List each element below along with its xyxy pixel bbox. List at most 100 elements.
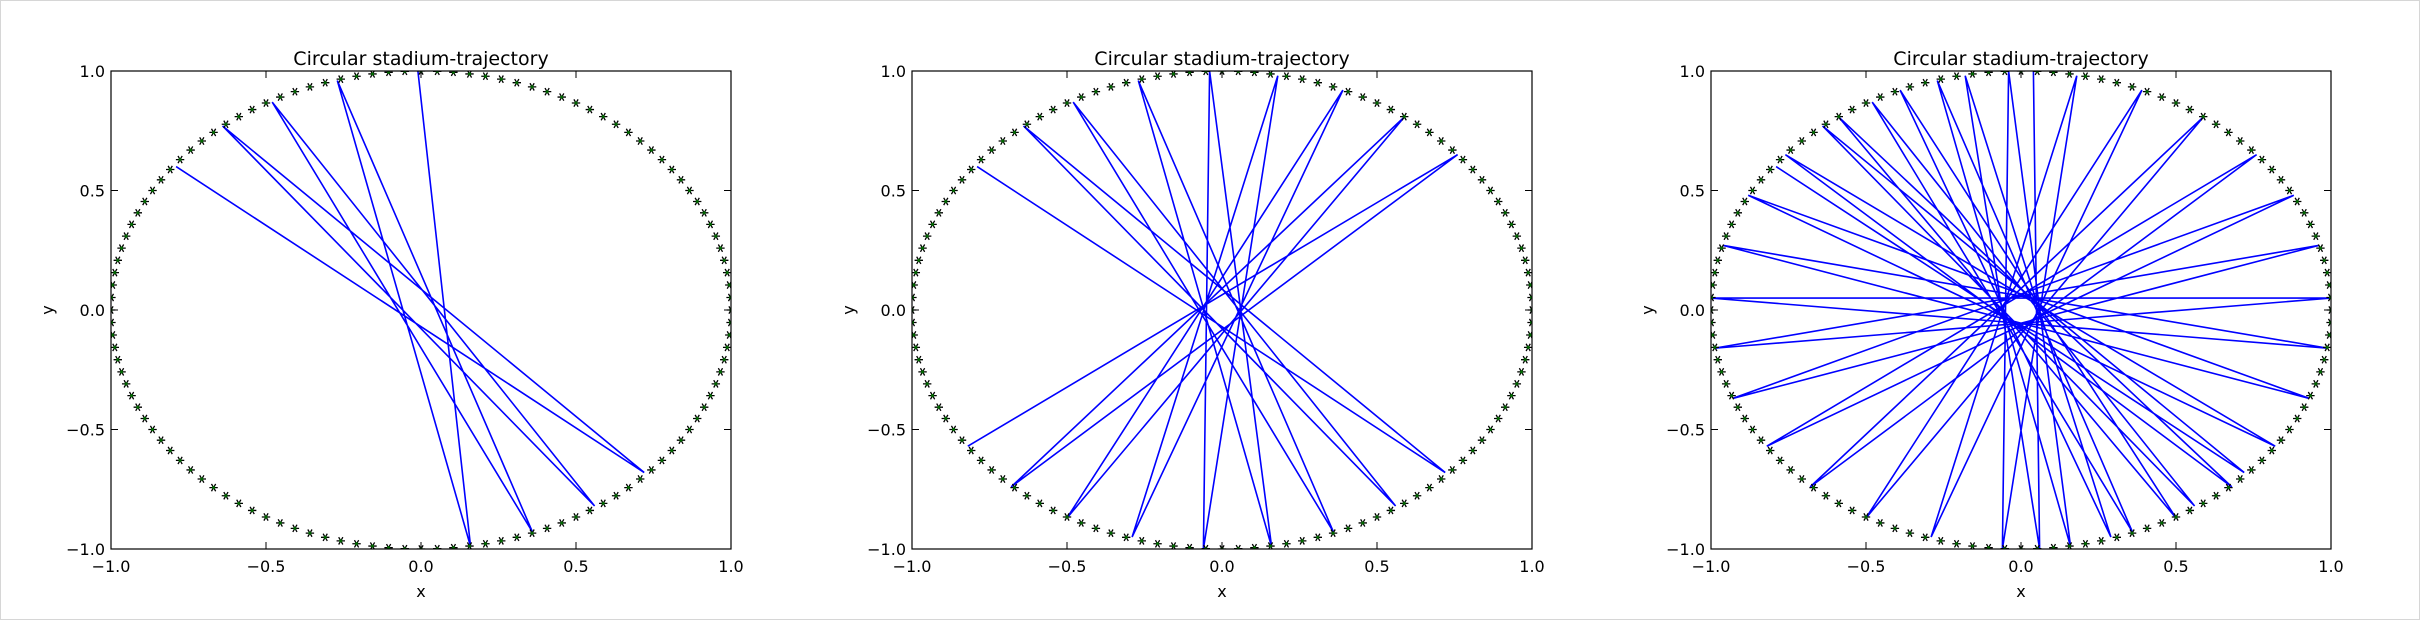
boundary-star-center: [925, 234, 929, 238]
boundary-star-center: [914, 345, 918, 349]
boundary-star-center: [2067, 544, 2072, 548]
boundary-star-center: [925, 382, 929, 386]
boundary-star-center: [2067, 72, 2072, 76]
boundary-star-center: [178, 458, 182, 463]
boundary-star-center: [1724, 234, 1728, 238]
boundary-star-center: [649, 468, 653, 472]
boundary-star-center: [588, 107, 592, 112]
boundary-star-center: [2295, 416, 2299, 421]
y-tick-label: −1.0: [867, 540, 906, 559]
x-axis-label: x: [416, 582, 425, 601]
boundary-star-center: [1252, 71, 1257, 74]
boundary-star-center: [601, 115, 605, 119]
boundary-star-center: [1954, 74, 1959, 78]
boundary-star-center: [2145, 526, 2149, 530]
boundary-star-center: [451, 546, 456, 549]
y-tick-label: 0.5: [1680, 182, 1705, 201]
boundary-star-center: [278, 95, 282, 99]
boundary-star-center: [1375, 515, 1379, 519]
boundary-star-center: [1346, 526, 1350, 530]
boundary-star-marker: [2016, 71, 2026, 75]
boundary-star-center: [2083, 542, 2088, 546]
boundary-star-center: [2302, 405, 2306, 409]
boundary-star-center: [1736, 211, 1740, 215]
boundary-star-center: [1729, 222, 1734, 226]
boundary-star-center: [2099, 77, 2103, 81]
x-tick-label: 0.0: [2008, 557, 2033, 576]
boundary-star-center: [1515, 382, 1519, 386]
x-tick-label: 0.5: [2163, 557, 2188, 576]
boundary-star-center: [370, 544, 375, 548]
boundary-star-center: [1850, 508, 1854, 513]
boundary-star-center: [189, 468, 193, 472]
boundary-star-center: [1109, 85, 1113, 89]
boundary-star-center: [914, 271, 918, 275]
boundary-star-center: [545, 90, 549, 94]
y-tick-label: 0.5: [80, 182, 105, 201]
x-tick-label: −0.5: [247, 557, 286, 576]
chart-panel-2: −1.0 −0.5 0.0 0.5 1.0 −1.0 −0.5 0.0 0.5 1.0 x y Circ…: [839, 48, 1545, 601]
boundary-star-center: [1402, 501, 1406, 505]
boundary-star-center: [1480, 438, 1484, 442]
boundary-star-center: [930, 394, 935, 398]
y-tick-label: −0.5: [66, 421, 105, 440]
boundary-star-center: [200, 477, 204, 481]
boundary-star-marker: [416, 545, 426, 549]
boundary-star-center: [1824, 122, 1828, 126]
boundary-star-center: [1523, 358, 1527, 362]
boundary-star-center: [1427, 130, 1432, 134]
boundary-star-center: [1051, 107, 1055, 112]
boundary-star-center: [960, 178, 964, 182]
boundary-star-center: [467, 72, 472, 76]
boundary-star-center: [1954, 542, 1959, 546]
boundary-star-center: [339, 539, 343, 543]
boundary-star-center: [2226, 130, 2231, 134]
y-tick-label: 0.0: [881, 301, 906, 320]
x-tick-label: −1.0: [92, 557, 131, 576]
boundary-star-center: [695, 416, 699, 421]
boundary-star-center: [1079, 521, 1083, 525]
boundary-star-center: [1878, 95, 1882, 99]
boundary-star-center: [725, 345, 729, 349]
chart-title: Circular stadium-trajectory: [1893, 48, 2148, 70]
boundary-star-center: [588, 508, 592, 513]
boundary-star-center: [912, 333, 916, 337]
y-tick-label: 0.0: [1680, 301, 1705, 320]
boundary-star-center: [2327, 283, 2331, 287]
boundary-star-center: [920, 246, 925, 250]
boundary-star-center: [1065, 101, 1069, 105]
trajectory-line: [1711, 71, 2331, 549]
boundary-markers: [1711, 71, 2331, 549]
boundary-star-center: [2115, 81, 2119, 85]
trajectory-line: [967, 71, 1459, 549]
boundary-star-center: [2279, 438, 2283, 442]
boundary-star-center: [530, 531, 534, 535]
boundary-star-center: [1713, 271, 1717, 275]
boundary-star-center: [323, 81, 327, 85]
boundary-star-center: [1496, 199, 1500, 204]
boundary-star-center: [1300, 539, 1304, 543]
boundary-star-center: [979, 157, 983, 162]
boundary-star-center: [601, 501, 605, 505]
boundary-star-center: [1503, 211, 1507, 215]
boundary-star-center: [990, 148, 994, 152]
boundary-star-center: [1012, 486, 1017, 490]
boundary-star-center: [937, 211, 941, 215]
boundary-star-center: [1025, 494, 1029, 498]
boundary-star-center: [1789, 148, 1793, 152]
boundary-star-center: [119, 246, 124, 250]
boundary-star-center: [2308, 394, 2313, 398]
x-tick-label: 1.0: [1519, 557, 1544, 576]
boundary-star-center: [1724, 382, 1728, 386]
boundary-star-center: [1716, 358, 1720, 362]
boundary-star-center: [1503, 405, 1507, 409]
boundary-star-center: [1471, 167, 1475, 172]
boundary-star-center: [1759, 438, 1763, 442]
boundary-star-center: [1515, 234, 1519, 238]
boundary-star-center: [1187, 546, 1192, 549]
boundary-star-center: [150, 427, 155, 432]
boundary-star-center: [917, 258, 921, 262]
boundary-star-center: [1361, 95, 1365, 99]
boundary-star-center: [2249, 148, 2253, 152]
